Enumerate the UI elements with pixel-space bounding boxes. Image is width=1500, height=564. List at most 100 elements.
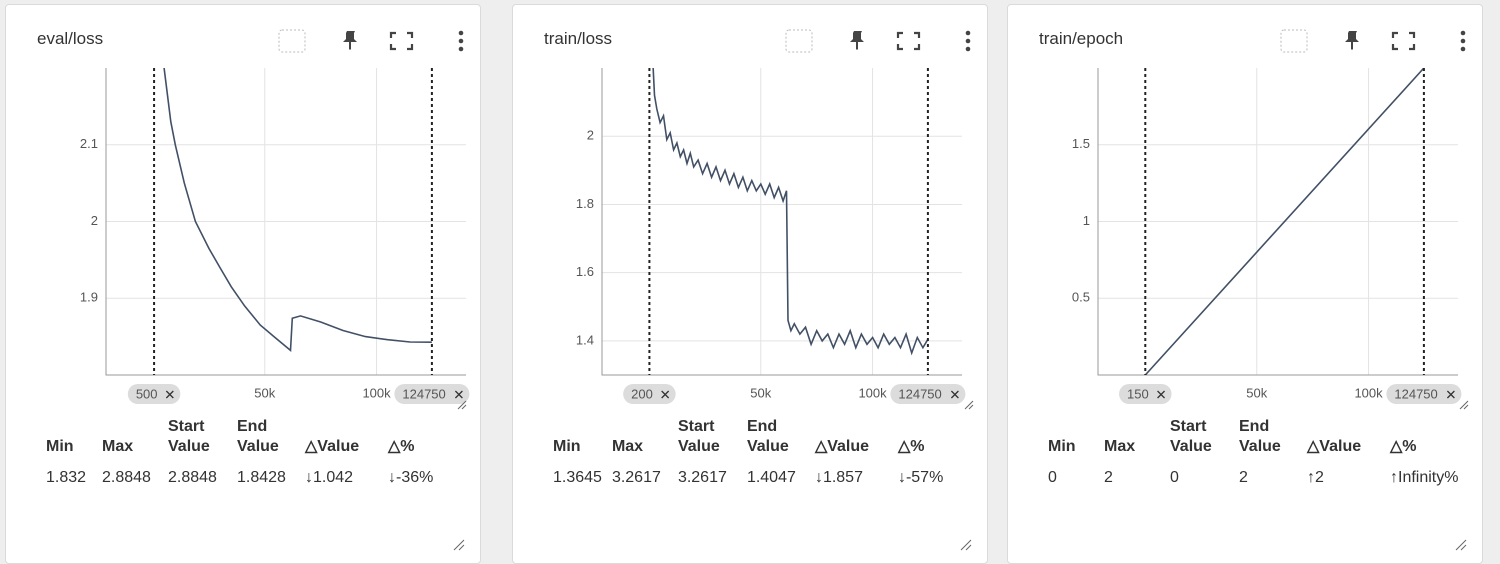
data-line [1144,68,1425,375]
marker-close [950,390,959,399]
card-title: eval/loss [37,29,104,48]
resize-handle [964,400,974,410]
data-line [163,68,432,353]
column-header: △% [1390,438,1417,455]
x-tick-label: 100k [858,385,887,400]
cell: ↓-36% [388,469,434,486]
y-tick-label: 1 [1083,213,1090,228]
value-row: 1.832 2.8848 2.8848 1.8428 ↓1.042 ↓-36% [42,465,444,487]
card-title: train/loss [544,29,613,48]
marker-close [661,390,670,399]
column-header: △Value [814,438,870,455]
resize-handle [453,539,465,551]
cell: 1.4047 [746,469,796,486]
cell: 1.832 [46,469,87,486]
axis-line [1097,68,1458,376]
chart-card: train/loss 1.4 1.6 1.8 2 50k 100k 200 124750 Min… [512,4,988,564]
marker-close [454,390,463,399]
axis-line [601,68,962,376]
card-toolbar[interactable] [274,25,474,57]
marker-chip [1386,384,1462,404]
column-header: End Value [237,418,279,455]
y-tick-label: 1.5 [1072,136,1090,151]
summary-table: Min Max Start Value End Value △Value △% 1.832 2… [42,417,444,487]
plot: 1.4 1.6 1.8 2 50k 100k 200 124750 [576,68,974,410]
y-tick-label: 1.9 [80,290,98,305]
cell: 3.2617 [677,469,727,486]
resize-lines [453,539,465,551]
cell: ↑Infinity% [1390,469,1459,486]
marker-chip [127,384,181,404]
marker-label: 124750 [1394,386,1437,401]
x-tick-label: 100k [1354,385,1383,400]
cell: ↓1.857 [814,469,863,486]
resize-handle [960,539,972,551]
x-tick-label: 50k [750,385,771,400]
toolbar[interactable] [781,25,981,62]
cell: 0 [1170,469,1179,486]
cell: 2.8848 [102,469,151,486]
card-toolbar[interactable] [781,25,981,57]
column-header: Start Value [677,418,720,455]
marker-label: 200 [631,386,653,401]
y-tick-label: 0.5 [1072,290,1090,305]
cell: ↓-57% [897,469,944,486]
plot: 0.5 1 1.5 50k 100k 150 124750 [1072,68,1469,410]
cell: 1.8428 [237,469,286,486]
column-header: △Value [1307,438,1362,455]
cell: 0 [1048,469,1057,486]
data-line [652,68,929,356]
resize-lines [960,539,972,551]
column-header: End Value [746,418,789,455]
y-tick-label: 1.6 [576,264,594,279]
header-row: Min Max Start Value End Value △Value △% [1044,417,1464,465]
value-row: 0 2 0 2 ↑2 ↑Infinity% [1044,465,1464,487]
marker-chip [1119,384,1172,404]
axis-line [105,68,466,376]
cell: 3.2617 [611,469,661,486]
toolbar[interactable] [1276,25,1476,62]
card-toolbar[interactable] [1276,25,1476,57]
cell: ↓1.042 [305,469,354,486]
column-header: Start Value [1170,418,1212,455]
header-row: Min Max Start Value End Value △Value △% [42,417,444,465]
column-header: Max [1104,438,1136,455]
marker-label: 150 [1127,386,1149,401]
column-header: Min [46,438,74,455]
value-row: 1.3645 3.2617 3.2617 1.4047 ↓1.857 ↓-57% [549,465,954,487]
marker-chip [623,384,676,404]
marker-close [165,390,174,399]
column-header: End Value [1239,418,1281,455]
column-header: △Value [305,438,360,455]
summary-table: Min Max Start Value End Value △Value △% 1.3645… [549,417,954,487]
y-tick-label: 1.4 [576,332,594,347]
column-header: △% [897,438,925,455]
cell: 2.8848 [168,469,217,486]
column-header: Min [553,438,581,455]
resize-handle [1455,539,1467,551]
x-tick-label: 100k [362,385,391,400]
column-header: Max [611,438,644,455]
cell: 1.3645 [553,469,602,486]
card-title: train/epoch [1039,29,1124,48]
y-tick-label: 2.1 [80,136,98,151]
marker-label: 500 [136,386,158,401]
marker-label: 124750 [898,386,941,401]
toolbar[interactable] [274,25,474,62]
header-row: Min Max Start Value End Value △Value △% [549,417,954,465]
marker-label: 124750 [402,386,445,401]
plot: 1.9 2 2.1 50k 100k 500 124750 [80,68,470,410]
cell: ↑2 [1307,469,1324,486]
y-tick-label: 2 [587,128,594,143]
column-header: △% [388,438,415,455]
marker-chip [394,384,470,404]
x-tick-label: 50k [1246,385,1267,400]
cell: 2 [1104,469,1113,486]
x-tick-label: 50k [254,385,275,400]
resize-lines [1455,539,1467,551]
resize-handle [1459,400,1469,410]
y-tick-label: 2 [91,213,98,228]
chart-card: train/epoch 0.5 1 1.5 50k 100k 150 124750 Min Ma… [1007,4,1483,564]
